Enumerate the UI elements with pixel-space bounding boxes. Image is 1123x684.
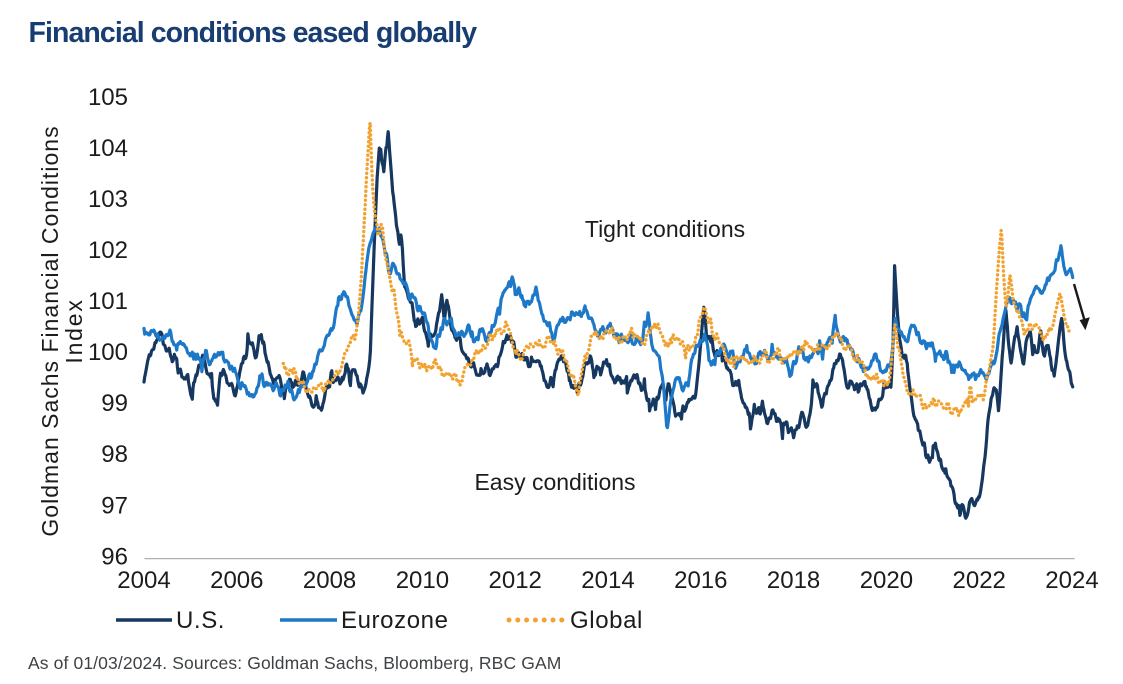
svg-text:2012: 2012 [489, 567, 542, 594]
svg-text:Index: Index [61, 298, 87, 363]
svg-text:Easy conditions: Easy conditions [474, 469, 635, 495]
svg-text:102: 102 [88, 237, 128, 264]
svg-text:U.S.: U.S. [176, 607, 225, 634]
svg-text:99: 99 [101, 390, 128, 417]
svg-text:Tight conditions: Tight conditions [585, 216, 745, 242]
svg-text:96: 96 [101, 543, 128, 570]
svg-text:98: 98 [101, 441, 128, 468]
svg-text:2008: 2008 [303, 567, 356, 594]
svg-text:105: 105 [88, 84, 128, 111]
svg-text:2006: 2006 [210, 567, 263, 594]
svg-text:2004: 2004 [117, 567, 170, 594]
svg-text:Global: Global [570, 607, 643, 634]
svg-text:104: 104 [88, 135, 128, 162]
svg-text:As of 01/03/2024. Sources: Gol: As of 01/03/2024. Sources: Goldman Sachs… [28, 653, 561, 673]
svg-text:2014: 2014 [581, 567, 634, 594]
svg-text:2016: 2016 [674, 567, 727, 594]
svg-text:2018: 2018 [767, 567, 820, 594]
svg-text:2010: 2010 [396, 567, 449, 594]
svg-text:Financial conditions eased glo: Financial conditions eased globally [29, 17, 478, 49]
svg-text:2024: 2024 [1045, 567, 1098, 594]
svg-text:97: 97 [101, 492, 128, 519]
svg-text:100: 100 [88, 339, 128, 366]
svg-text:2020: 2020 [860, 567, 913, 594]
svg-text:103: 103 [88, 186, 128, 213]
svg-text:Goldman Sachs Financial Condit: Goldman Sachs Financial Conditions [37, 125, 63, 536]
svg-text:101: 101 [88, 288, 128, 315]
svg-text:Eurozone: Eurozone [341, 607, 449, 634]
svg-text:2022: 2022 [953, 567, 1006, 594]
